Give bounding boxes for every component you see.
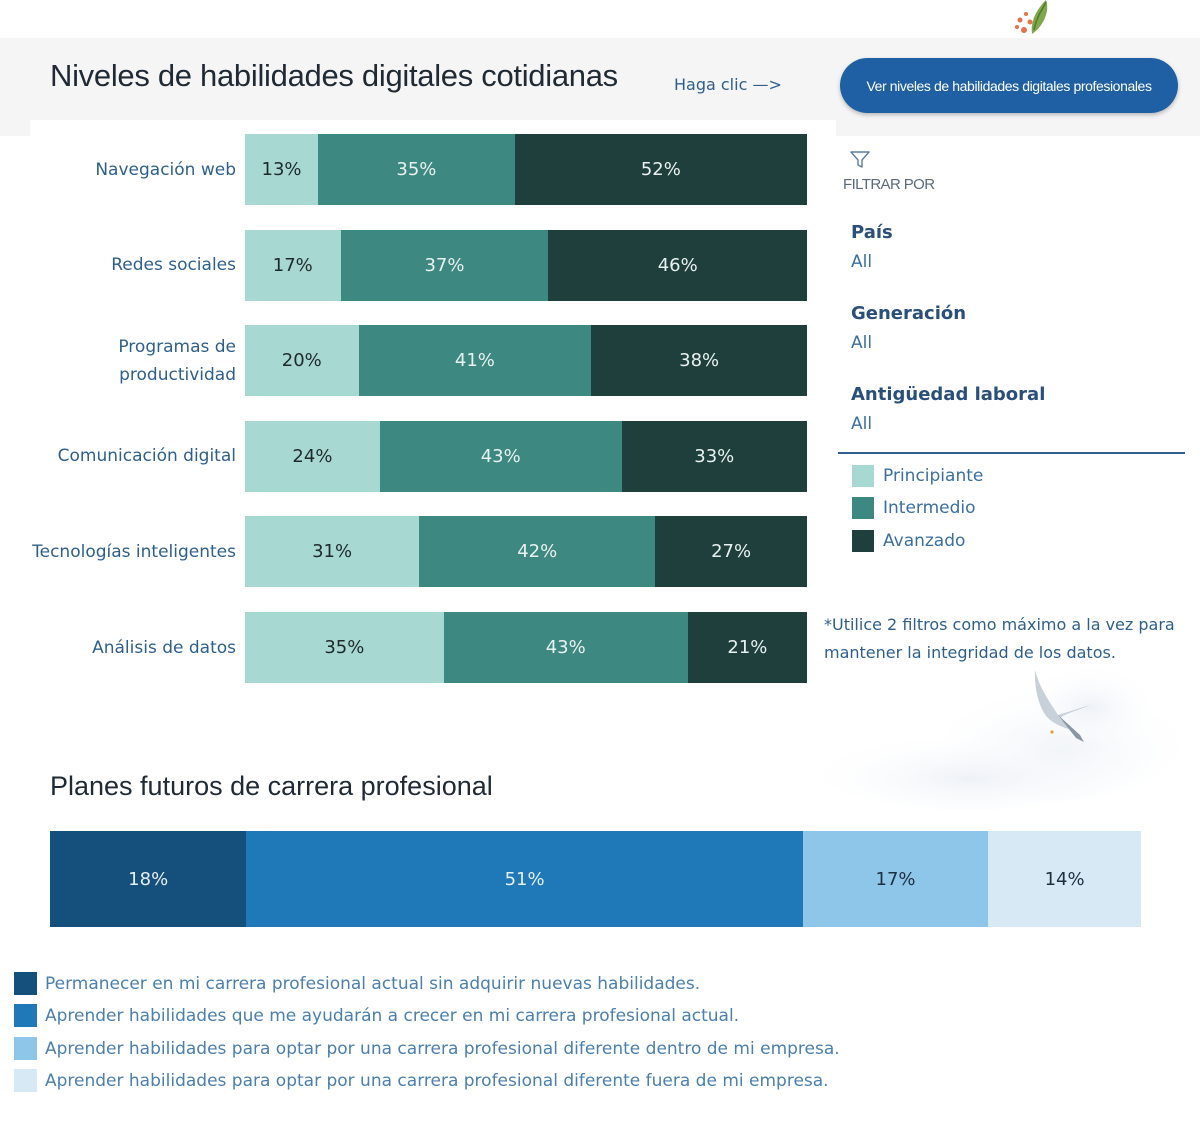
data-label: 31% — [312, 541, 353, 563]
career-data-label: 51% — [504, 868, 545, 890]
filter-generation-label: Generación — [851, 303, 967, 324]
legend-swatch-intermediate — [852, 497, 874, 519]
filter-seniority-label: Antigüedad laboral — [851, 384, 1046, 405]
legend-label-intermediate: Intermedio — [883, 498, 976, 518]
data-label: 43% — [480, 445, 521, 467]
career-legend-swatch-grow — [14, 1004, 37, 1027]
skills-chart-panel — [30, 120, 836, 705]
bar-segment[interactable]: 13% — [245, 134, 319, 205]
bar-segment[interactable]: 31% — [245, 516, 420, 588]
career-legend-label-grow: Aprender habilidades que me ayudarán a c… — [45, 1006, 740, 1026]
career-bar-segment[interactable]: 51% — [246, 831, 803, 927]
bar-segment[interactable]: 38% — [591, 325, 807, 397]
data-label: 35% — [324, 637, 365, 658]
bar-segment[interactable]: 46% — [548, 229, 807, 301]
filter-generation-value[interactable]: All — [851, 333, 873, 353]
bar-segment[interactable]: 37% — [340, 229, 549, 301]
category-label: Programas de productividad — [118, 336, 236, 385]
bar-segment[interactable]: 20% — [245, 325, 359, 397]
data-label: 37% — [424, 254, 465, 276]
data-label: 41% — [454, 350, 495, 372]
bar-segment[interactable]: 43% — [443, 612, 688, 683]
career-legend-swatch-internal — [14, 1037, 37, 1060]
filter-seniority-value[interactable]: All — [851, 414, 873, 434]
data-label: 38% — [679, 350, 720, 372]
bar-segment[interactable]: 35% — [318, 134, 515, 205]
career-plans-title: Planes futuros de carrera profesional — [50, 771, 493, 801]
filter-note: *Utilice 2 filtros como máximo a la vez … — [824, 615, 1175, 662]
legend-label-beginner: Principiante — [883, 466, 984, 486]
career-legend-label-internal: Aprender habilidades para optar por una … — [45, 1039, 840, 1059]
bar-segment[interactable]: 42% — [419, 516, 656, 588]
bar-segment[interactable]: 27% — [655, 516, 807, 588]
data-label: 24% — [292, 445, 333, 467]
data-label: 52% — [640, 159, 681, 180]
category-label: Navegación web — [95, 159, 236, 180]
legend-swatch-advanced — [852, 530, 874, 552]
bar-segment[interactable]: 33% — [621, 420, 807, 492]
data-label: 46% — [657, 254, 698, 276]
data-label: 42% — [517, 541, 558, 563]
bar-segment[interactable]: 52% — [514, 134, 807, 205]
filter-country-label: País — [851, 222, 893, 243]
click-hint: Haga clic —> — [674, 75, 782, 94]
page-title: Niveles de habilidades digitales cotidia… — [50, 58, 618, 93]
filter-country-value[interactable]: All — [851, 252, 873, 272]
career-legend-label-external: Aprender habilidades para optar por una … — [45, 1071, 829, 1091]
career-data-label: 18% — [128, 868, 169, 890]
data-label: 27% — [711, 541, 752, 563]
category-label: Análisis de datos — [92, 637, 236, 658]
career-bar-segment[interactable]: 17% — [802, 831, 989, 927]
bar-segment[interactable]: 35% — [245, 612, 444, 683]
bar-segment[interactable]: 17% — [245, 229, 341, 301]
bar-segment[interactable]: 21% — [687, 612, 807, 683]
professional-skills-button[interactable]: Ver niveles de habilidades digitales pro… — [840, 58, 1178, 113]
career-data-label: 17% — [875, 868, 916, 890]
category-label: Redes sociales — [111, 255, 236, 276]
filter-divider — [838, 452, 1185, 454]
career-bar-segment[interactable]: 18% — [50, 831, 247, 927]
data-label: 35% — [396, 159, 437, 180]
data-label: 20% — [281, 350, 322, 372]
data-label: 33% — [694, 445, 735, 467]
legend-swatch-beginner — [852, 465, 874, 487]
bar-segment[interactable]: 41% — [358, 325, 592, 397]
data-label: 17% — [272, 254, 313, 276]
legend-label-advanced: Avanzado — [883, 531, 966, 551]
filter-heading: FILTRAR POR — [843, 176, 935, 193]
career-bar-segment[interactable]: 14% — [988, 831, 1141, 927]
career-legend-swatch-stay — [14, 972, 37, 995]
career-data-label: 14% — [1044, 868, 1085, 890]
filter-icon[interactable] — [849, 150, 871, 170]
plant-decoration-icon — [1015, 0, 1048, 34]
data-label: 13% — [261, 159, 302, 180]
data-label: 43% — [545, 637, 586, 658]
category-label: Comunicación digital — [57, 446, 236, 467]
bar-segment[interactable]: 24% — [245, 420, 380, 492]
data-label: 21% — [727, 637, 768, 658]
category-label: Tecnologías inteligentes — [32, 541, 236, 562]
bar-segment[interactable]: 43% — [379, 420, 622, 492]
cloud-seagull-decoration-icon — [820, 662, 1180, 810]
career-legend-swatch-external — [14, 1069, 37, 1092]
career-legend-label-stay: Permanecer en mi carrera profesional act… — [45, 974, 701, 994]
